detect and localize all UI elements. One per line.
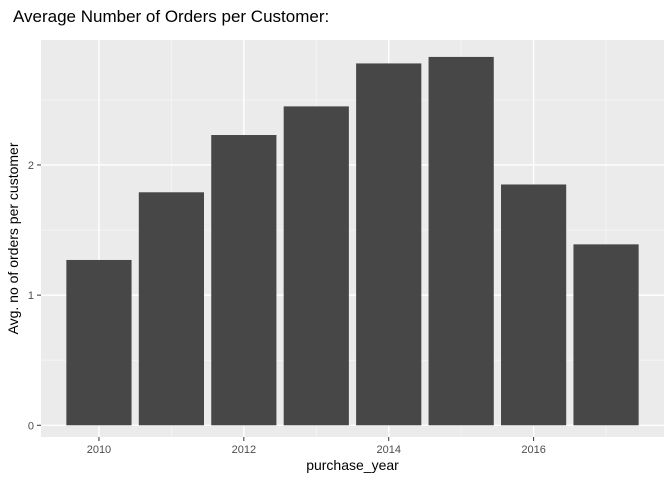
x-tick-label: 2010 bbox=[87, 444, 111, 456]
x-axis-title: purchase_year bbox=[306, 457, 399, 473]
bar bbox=[138, 192, 204, 426]
bar bbox=[66, 259, 132, 426]
x-tick-label: 2014 bbox=[376, 444, 400, 456]
bar bbox=[356, 63, 422, 426]
chart-title: Average Number of Orders per Customer: bbox=[13, 7, 329, 26]
y-tick-label: 0 bbox=[28, 420, 34, 432]
bar bbox=[283, 106, 349, 426]
x-tick-label: 2012 bbox=[232, 444, 256, 456]
y-tick-label: 1 bbox=[28, 290, 34, 302]
y-axis-title: Avg. no of orders per customer bbox=[5, 142, 21, 334]
bar bbox=[211, 135, 277, 426]
y-axis: 0 1 2 bbox=[28, 160, 41, 432]
x-tick-label: 2016 bbox=[521, 444, 545, 456]
bars bbox=[66, 56, 639, 426]
y-tick-label: 2 bbox=[28, 160, 34, 172]
bar bbox=[501, 184, 567, 426]
bar bbox=[573, 244, 639, 426]
x-axis: 2010 2012 2014 2016 bbox=[87, 437, 546, 456]
bar bbox=[428, 56, 494, 426]
